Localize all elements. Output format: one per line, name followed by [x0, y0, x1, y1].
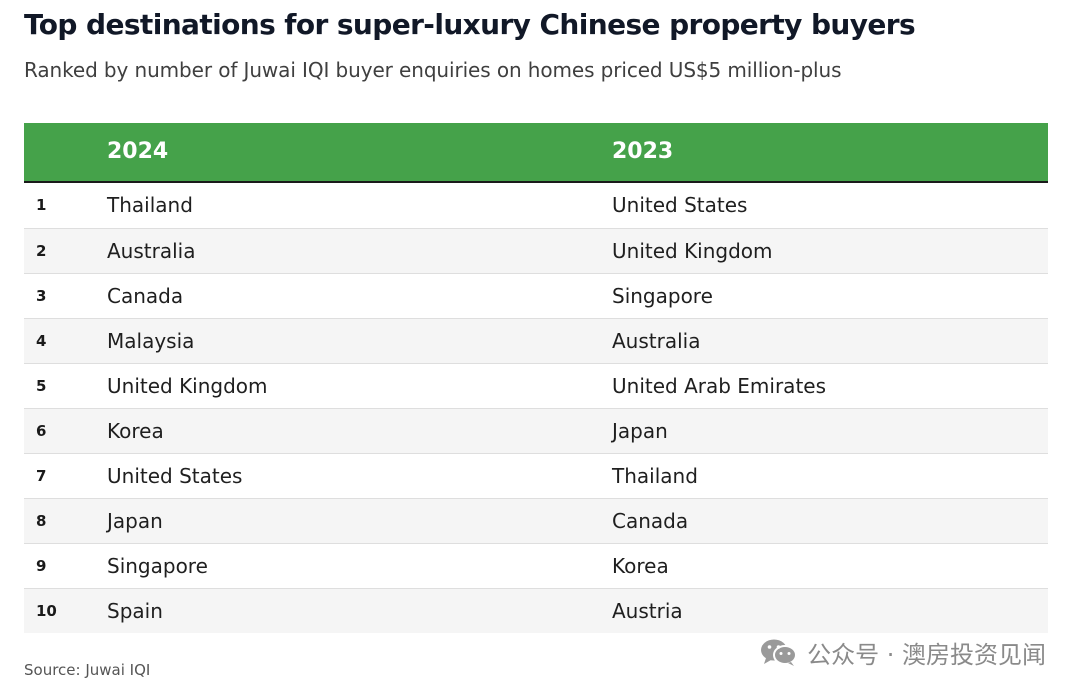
country-2024-cell: Canada [107, 284, 184, 308]
wechat-icon [759, 637, 799, 667]
country-2023-cell: United States [612, 193, 748, 217]
country-2023-cell: United Arab Emirates [612, 374, 827, 398]
header-2024: 2024 [107, 139, 169, 164]
rank-cell: 8 [36, 512, 47, 530]
country-2024-cell: Australia [107, 239, 196, 263]
country-2023-cell: Thailand [612, 464, 698, 488]
country-2024-cell: Korea [107, 419, 164, 443]
rank-cell: 4 [36, 332, 47, 350]
table-row: 9 Singapore Korea [24, 543, 1048, 588]
table-row: 6 Korea Japan [24, 408, 1048, 453]
country-2023-cell: Korea [612, 554, 669, 578]
country-2023-cell: Singapore [612, 284, 713, 308]
table-row: 2 Australia United Kingdom [24, 228, 1048, 273]
table-row: 4 Malaysia Australia [24, 318, 1048, 363]
table-row: 1 Thailand United States [24, 183, 1048, 228]
country-2024-cell: Japan [107, 509, 163, 533]
country-2023-cell: Austria [612, 599, 683, 623]
rank-cell: 7 [36, 467, 47, 485]
country-2024-cell: United States [107, 464, 243, 488]
rank-cell: 6 [36, 422, 47, 440]
country-2023-cell: Japan [612, 419, 668, 443]
table-row: 5 United Kingdom United Arab Emirates [24, 363, 1048, 408]
chart-subtitle: Ranked by number of Juwai IQI buyer enqu… [24, 58, 842, 82]
header-2023: 2023 [612, 139, 674, 164]
country-2023-cell: Canada [612, 509, 689, 533]
table-row: 3 Canada Singapore [24, 273, 1048, 318]
country-2024-cell: Thailand [107, 193, 193, 217]
table-row: 8 Japan Canada [24, 498, 1048, 543]
rank-cell: 3 [36, 287, 47, 305]
rank-cell: 2 [36, 242, 47, 260]
table-header: 2024 2023 [24, 123, 1048, 183]
table-body: 1 Thailand United States 2 Australia United K… [24, 183, 1048, 633]
table-row: 7 United States Thailand [24, 453, 1048, 498]
watermark-text: 公众号 · 澳房投资见闻 [807, 640, 1046, 669]
ranking-table: 2024 2023 1 Thailand United States 2 Austral… [24, 123, 1048, 633]
table-row: 10 Spain Austria [24, 588, 1048, 633]
chart-title: Top destinations for super-luxury Chines… [24, 8, 916, 41]
rank-cell: 10 [36, 602, 57, 620]
country-2023-cell: Australia [612, 329, 701, 353]
rank-cell: 9 [36, 557, 47, 575]
country-2024-cell: Spain [107, 599, 163, 623]
rank-cell: 1 [36, 196, 47, 214]
watermark: 公众号 · 澳房投资见闻 [759, 634, 1046, 670]
country-2024-cell: United Kingdom [107, 374, 268, 398]
source-note: Source: Juwai IQI [24, 661, 151, 679]
rank-cell: 5 [36, 377, 47, 395]
country-2024-cell: Malaysia [107, 329, 195, 353]
country-2024-cell: Singapore [107, 554, 208, 578]
country-2023-cell: United Kingdom [612, 239, 773, 263]
